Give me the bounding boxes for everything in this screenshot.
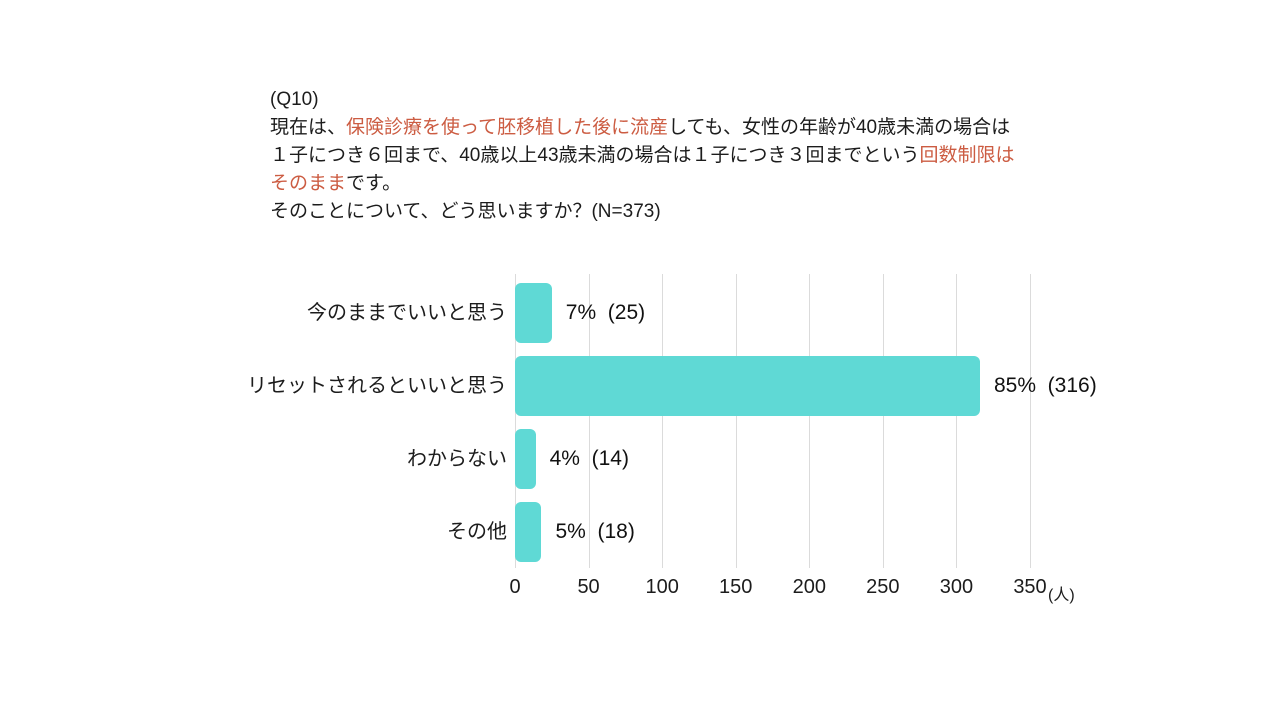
question-plain-text: 現在は、 xyxy=(270,117,347,138)
x-tick-label: 350 xyxy=(1013,576,1047,598)
category-label: わからない xyxy=(407,447,507,470)
question-highlight-text: 保険診療を使って胚移植した後に流産 xyxy=(346,117,669,138)
bar-chart: 7% (25) 85% (316) 4% (14) 5% (18) 今のままでいいと思… xyxy=(243,274,1253,606)
gridline xyxy=(662,274,664,568)
x-tick-label: 250 xyxy=(866,576,900,598)
bar xyxy=(515,282,552,343)
gridline xyxy=(735,274,737,568)
question-block: (Q10) 現在は、保険診療を使って胚移植した後に流産しても、女性の年齢が40歳… xyxy=(270,86,1022,226)
x-tick-label: 200 xyxy=(792,576,826,598)
value-label: 4% (14) xyxy=(549,446,629,470)
gridline xyxy=(588,274,590,568)
plot-area: 7% (25) 85% (316) 4% (14) 5% (18) xyxy=(515,274,1097,568)
value-label: 7% (25) xyxy=(565,300,646,324)
gridline xyxy=(882,274,884,568)
question-id: (Q10) xyxy=(270,89,319,110)
value-label: 85% (316) xyxy=(993,373,1097,397)
bar xyxy=(515,501,542,562)
gridline xyxy=(1030,274,1031,568)
x-tick-label: 100 xyxy=(645,576,679,598)
gridline xyxy=(809,274,811,568)
x-tick-label: 50 xyxy=(577,576,600,598)
question-plain-text: しても、女性の年齢が40歳未満の場合は１子につき６回まで、40歳以上43歳未満の… xyxy=(270,117,1011,166)
question-highlight-text: 回数制限はそのまま xyxy=(270,145,1015,194)
axis-unit-label: (人) xyxy=(1048,587,1075,604)
x-tick-label: 0 xyxy=(509,576,521,598)
gridline xyxy=(515,274,516,568)
bar xyxy=(515,428,536,489)
bar xyxy=(515,355,980,416)
category-label: 今のままでいいと思う xyxy=(307,301,507,324)
x-tick-label: 300 xyxy=(939,576,974,598)
question-prompt: そのことについて、どう思いますか？(N=373) xyxy=(270,201,661,222)
gridline xyxy=(956,274,958,568)
value-label: 5% (18) xyxy=(555,519,635,543)
category-label: その他 xyxy=(447,520,507,543)
question-text: 現在は、保険診療を使って胚移植した後に流産しても、女性の年齢が40歳未満の場合は… xyxy=(270,114,1022,198)
question-plain-text: です。 xyxy=(346,173,402,194)
x-tick-label: 150 xyxy=(719,576,753,598)
category-label: リセットされるといいと思う xyxy=(247,374,507,397)
